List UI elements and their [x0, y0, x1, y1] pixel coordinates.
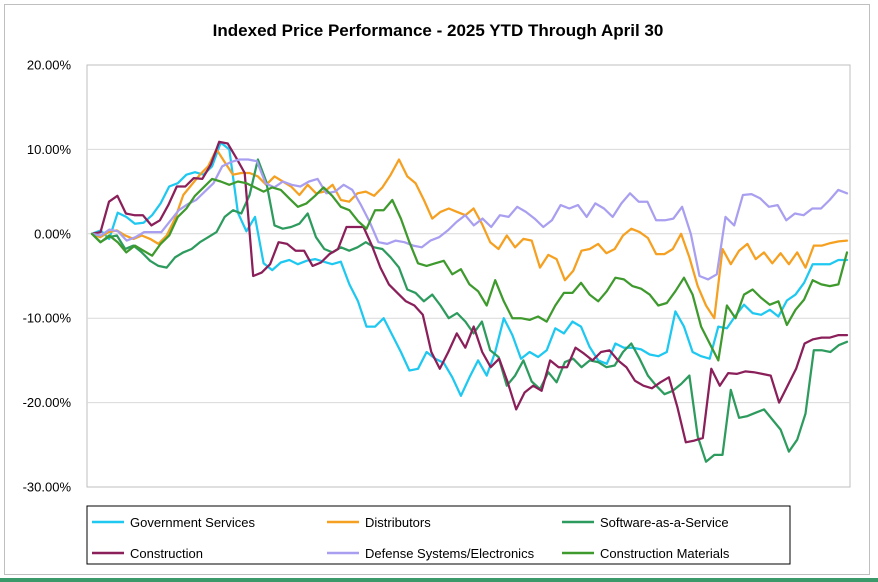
legend-label: Distributors: [365, 515, 431, 530]
series-lines: [90, 140, 849, 463]
y-tick-label: 0.00%: [34, 226, 71, 241]
legend-label: Construction: [130, 546, 203, 561]
series-line-construction: [90, 140, 849, 444]
y-tick-label: 10.00%: [27, 142, 72, 157]
series-line-distributors: [90, 148, 849, 320]
series-line-government-services: [90, 141, 849, 397]
y-tick-label: -30.00%: [23, 480, 72, 495]
legend-entry: Government Services: [92, 515, 255, 530]
legend-label: Construction Materials: [600, 546, 730, 561]
y-tick-label: -20.00%: [23, 395, 72, 410]
legend-entry: Construction: [92, 546, 203, 561]
legend-entries: Government Services Distributors Software-…: [92, 515, 730, 561]
chart-title: Indexed Price Performance - 2025 YTD Thr…: [213, 21, 664, 40]
legend: [86, 505, 791, 565]
legend-entry: Distributors: [327, 515, 431, 530]
legend-entry: Software-as-a-Service: [562, 515, 729, 530]
y-tick-label: 20.00%: [27, 58, 72, 73]
legend-entry: Construction Materials: [562, 546, 730, 561]
legend-label: Software-as-a-Service: [600, 515, 729, 530]
legend-label: Government Services: [130, 515, 255, 530]
y-axis-ticks: 20.00% 10.00% 0.00% -10.00% -20.00% -30.00%: [23, 58, 72, 495]
legend-label: Defense Systems/Electronics: [365, 546, 535, 561]
series-line-software-as-a-service: [90, 158, 849, 463]
legend-entry: Defense Systems/Electronics: [327, 546, 535, 561]
window-bottom-edge: [0, 578, 878, 582]
plot-area: [86, 64, 851, 488]
series-line-defense-systems-electronics: [90, 158, 849, 281]
chart-frame: [4, 4, 870, 575]
gridlines: [87, 148, 850, 404]
y-tick-label: -10.00%: [23, 311, 72, 326]
series-line-construction-materials: [90, 177, 849, 362]
